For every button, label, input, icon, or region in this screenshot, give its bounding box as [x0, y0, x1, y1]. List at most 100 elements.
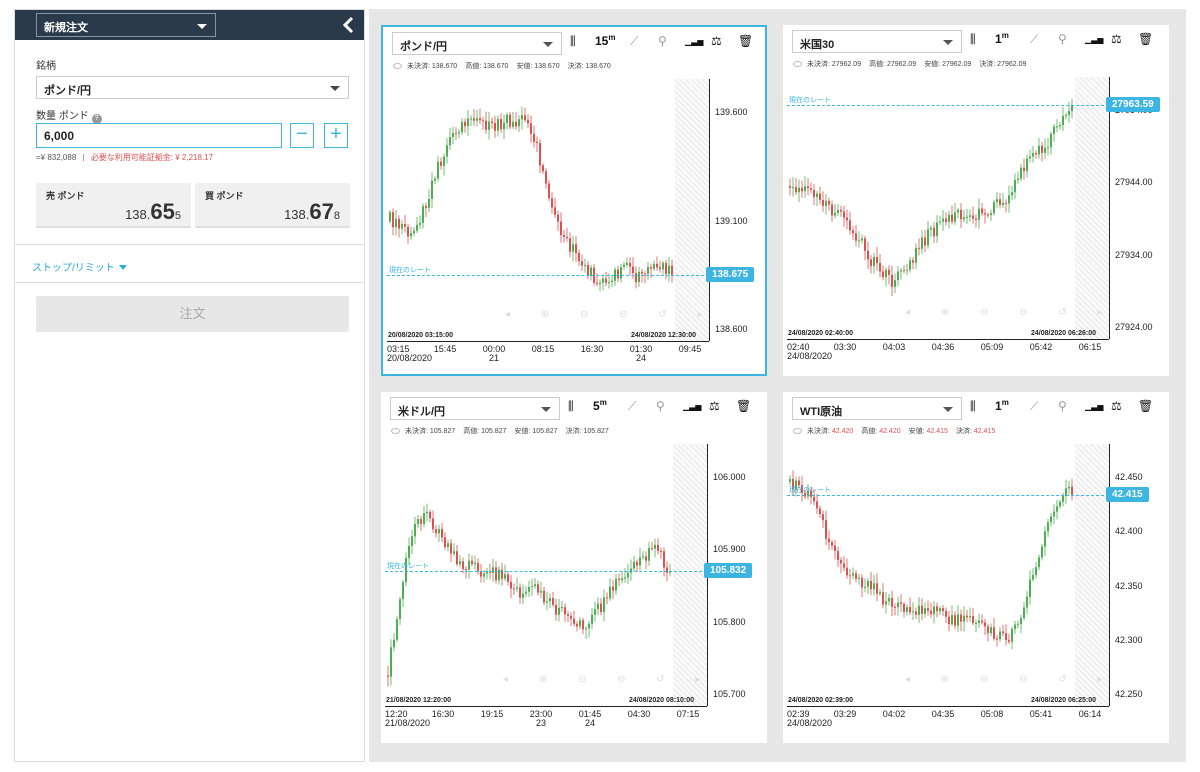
range-end-date: 24/08/2020 12:30:00 — [631, 332, 696, 339]
ohlc-key: 安値: — [908, 428, 927, 435]
order-type-select[interactable]: 新規注文 — [36, 13, 216, 37]
eye-icon[interactable] — [793, 61, 802, 67]
candle-body — [434, 178, 436, 181]
timeframe-select[interactable]: 15m — [595, 33, 615, 48]
x-tick-date: 23 — [535, 718, 546, 728]
draw-line-icon[interactable]: ⟋ — [630, 34, 639, 48]
timeframe-select[interactable]: 1m — [995, 31, 1009, 46]
candlestick-plot[interactable] — [787, 77, 1109, 339]
current-rate-line — [387, 274, 709, 276]
indicators-icon[interactable]: ▁▃▅ — [1085, 35, 1104, 44]
x-tick-label: 16:30 — [428, 710, 458, 719]
indicators-icon[interactable]: ▁▃▅ — [683, 402, 702, 411]
y-tick-label: 106.000 — [713, 472, 746, 482]
draw-line-icon[interactable]: ⟋ — [628, 399, 637, 413]
candle-body — [1014, 624, 1016, 629]
link-icon[interactable]: ⚲ — [656, 399, 665, 413]
candle-body — [921, 605, 923, 614]
candlestick-icon[interactable]: ⫼ — [568, 399, 574, 413]
symbol-select[interactable]: WTI原油 — [792, 397, 962, 420]
x-tick-time: 16:30 — [431, 709, 455, 719]
candle-body — [423, 513, 425, 524]
candle-body — [1059, 125, 1061, 127]
chart-navigation-controls[interactable]: ◂ ⊕ ⊖ ⊖ ↺ ▸ — [503, 674, 715, 685]
x-tick-label: 03:15 20/08/2020 — [387, 345, 447, 363]
draw-line-icon[interactable]: ⟋ — [1030, 32, 1039, 46]
sell-price-button[interactable]: 売 ポンド 138.655 — [36, 183, 191, 228]
candle-body — [552, 598, 554, 605]
link-icon[interactable]: ⚲ — [658, 34, 667, 48]
y-tick-label: 42.450 — [1115, 472, 1143, 482]
x-tick-label: 00:00 21 — [479, 345, 509, 363]
candlestick-icon[interactable]: ⫼ — [970, 32, 976, 46]
candle-body — [858, 577, 860, 579]
chart-navigation-controls[interactable]: ◂ ⊕ ⊖ ⊖ ↺ ▸ — [905, 674, 1117, 685]
scale-icon[interactable]: ⚖ — [1111, 32, 1122, 46]
link-icon[interactable]: ⚲ — [1058, 32, 1067, 46]
candle-body — [912, 260, 914, 263]
chart-navigation-controls[interactable]: ◂ ⊕ ⊖ ⊖ ↺ ▸ — [905, 307, 1117, 318]
eye-icon[interactable] — [793, 428, 802, 434]
x-tick-label: 08:15 — [528, 345, 558, 354]
stop-limit-toggle[interactable]: ストップ/リミット — [32, 259, 127, 274]
symbol-select[interactable]: ポンド/円 — [392, 32, 562, 55]
x-tick-time: 23:00 — [529, 709, 553, 719]
scale-icon[interactable]: ⚖ — [1111, 399, 1122, 413]
symbol-select[interactable]: 米国30 — [792, 30, 962, 53]
candlestick-plot[interactable] — [787, 444, 1109, 706]
candlestick-plot[interactable] — [385, 444, 707, 706]
symbol-value: ポンド/円 — [44, 85, 92, 97]
quantity-input[interactable] — [36, 123, 282, 148]
chart-panel-1[interactable]: ポンド/円 ⫼ ⟋ ⚲ ▁▃▅ ⚖ 🗑 15m 未決済: 138.670 高値: 138.670 安… — [381, 25, 767, 376]
draw-line-icon[interactable]: ⟋ — [1030, 399, 1039, 413]
y-tick-label: 105.700 — [713, 689, 746, 699]
trash-icon[interactable]: 🗑 — [736, 399, 752, 413]
chevron-down-icon — [943, 407, 953, 412]
increase-quantity-button[interactable]: + — [324, 123, 348, 148]
chevron-left-icon[interactable] — [342, 16, 354, 34]
candlestick-icon[interactable]: ⫼ — [970, 399, 976, 413]
trash-icon[interactable]: 🗑 — [1138, 399, 1154, 413]
y-tick-label: 27924.00 — [1115, 322, 1153, 332]
chart-panel-4[interactable]: WTI原油 ⫼ ⟋ ⚲ ▁▃▅ ⚖ 🗑 1m 未決済: 42.420 高値: 42.420 安値: … — [783, 392, 1169, 743]
chart-navigation-controls[interactable]: ◂ ⊕ ⊖ ⊖ ↺ ▸ — [505, 309, 717, 320]
timeframe-select[interactable]: 5m — [593, 398, 607, 413]
chart-panel-3[interactable]: 米ドル/円 ⫼ ⟋ ⚲ ▁▃▅ ⚖ 🗑 5m 未決済: 105.827 高値: 105.827 安値… — [381, 392, 767, 743]
candle-body — [876, 257, 878, 264]
candle-body — [623, 264, 625, 267]
candle-body — [590, 267, 592, 276]
indicators-icon[interactable]: ▁▃▅ — [1085, 402, 1104, 411]
place-order-button[interactable]: 注文 — [36, 296, 349, 332]
eye-icon[interactable] — [393, 63, 402, 69]
link-icon[interactable]: ⚲ — [1058, 399, 1067, 413]
candle-body — [945, 218, 947, 223]
candle-body — [485, 120, 487, 130]
chart-panel-2[interactable]: 米国30 ⫼ ⟋ ⚲ ▁▃▅ ⚖ 🗑 1m 未決済: 27962.09 高値: 27962.09 安… — [783, 25, 1169, 376]
candle-body — [891, 274, 893, 287]
trash-icon[interactable]: 🗑 — [738, 34, 754, 48]
eye-icon[interactable] — [391, 428, 400, 434]
buy-price-button[interactable]: 買 ポンド 138.678 — [195, 183, 350, 228]
candle-body — [957, 614, 959, 626]
scale-icon[interactable]: ⚖ — [709, 399, 720, 413]
x-tick-time: 05:09 — [980, 342, 1004, 352]
help-icon[interactable]: ? — [91, 114, 102, 124]
candle-body — [846, 217, 848, 221]
candle-body — [1047, 147, 1049, 149]
candlestick-icon[interactable]: ⫼ — [570, 34, 576, 48]
symbol-select[interactable]: ポンド/円 — [36, 76, 349, 99]
decrease-quantity-button[interactable]: − — [290, 123, 314, 148]
candle-body — [419, 222, 421, 225]
y-tick-label: 139.600 — [715, 107, 748, 117]
candle-body — [972, 615, 974, 624]
x-tick-time: 02:40 — [787, 342, 810, 352]
symbol-select[interactable]: 米ドル/円 — [390, 397, 560, 420]
scale-icon[interactable]: ⚖ — [711, 34, 722, 48]
candle-body — [1068, 111, 1070, 116]
candle-body — [615, 578, 617, 591]
indicators-icon[interactable]: ▁▃▅ — [685, 37, 704, 46]
trash-icon[interactable]: 🗑 — [1138, 32, 1154, 46]
x-tick-label: 19:15 — [477, 710, 507, 719]
candlestick-plot[interactable] — [387, 79, 709, 341]
timeframe-select[interactable]: 1m — [995, 398, 1009, 413]
